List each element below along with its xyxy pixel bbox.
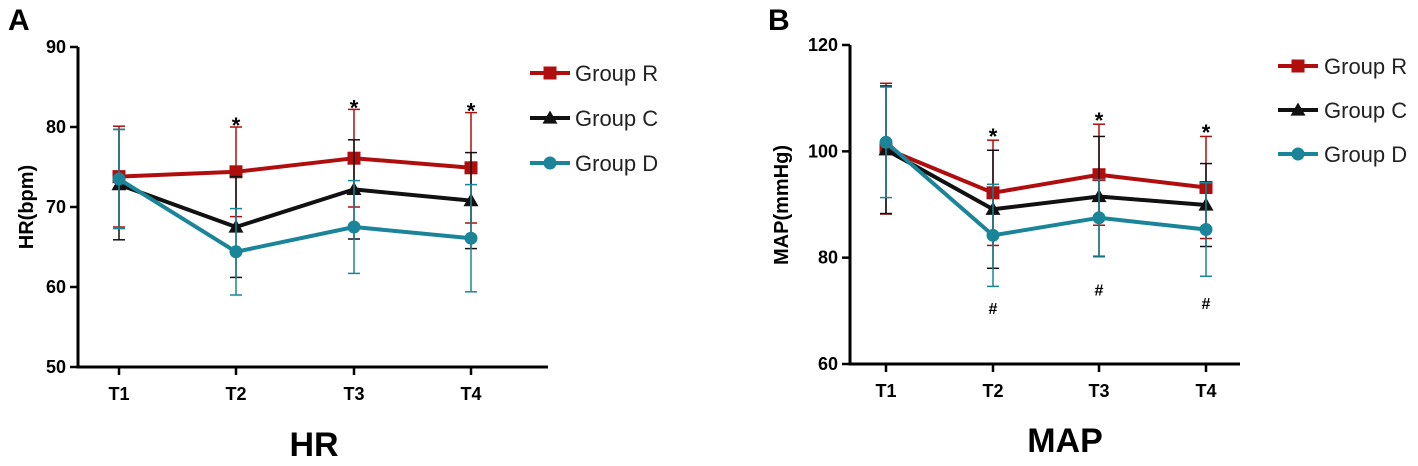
legend-label: Group D (1324, 142, 1407, 167)
series-group-r (879, 82, 1213, 247)
x-tick-label: T3 (343, 384, 364, 404)
panel-letter: A (8, 4, 30, 37)
y-tick-label: 50 (46, 357, 66, 377)
y-tick-label: 60 (46, 277, 66, 297)
legend: Group R Group C Group D (530, 61, 658, 176)
y-axis-label: HR(bpm) (16, 165, 38, 249)
data-point (986, 228, 1000, 242)
legend-label: Group C (1324, 98, 1407, 123)
y-tick-label: 80 (46, 117, 66, 137)
data-point (464, 231, 478, 245)
legend-marker (542, 110, 558, 124)
data-point (1199, 222, 1213, 236)
legend-label: Group R (575, 61, 658, 86)
x-tick-label: T1 (875, 381, 896, 401)
legend-label: Group D (575, 151, 658, 176)
series-line (884, 140, 1207, 238)
legend-marker (1290, 102, 1306, 116)
significance-star: * (350, 95, 359, 120)
significance-star: * (1095, 108, 1104, 133)
series-line (117, 177, 472, 254)
significance-hash: # (1202, 296, 1211, 313)
data-point (347, 220, 361, 234)
significance-star: * (467, 99, 476, 124)
x-tick-label: T2 (982, 381, 1003, 401)
series-group-d (112, 128, 478, 296)
legend: Group R Group C Group D (1278, 54, 1407, 167)
data-point (229, 165, 243, 179)
y-axis-label: MAP(mmHg) (771, 145, 793, 265)
legend-marker (543, 66, 557, 80)
series-line (118, 182, 472, 229)
data-point (229, 245, 243, 259)
legend-marker (543, 156, 557, 170)
significance-hash: # (1095, 283, 1104, 300)
panel-letter: B (768, 4, 790, 37)
significance-star: * (989, 124, 998, 149)
series-line (885, 146, 1207, 195)
y-tick-label: 70 (46, 197, 66, 217)
x-tick-label: T4 (1195, 381, 1216, 401)
x-tick-label: T4 (460, 384, 481, 404)
legend-label: Group C (575, 106, 658, 131)
significance-star: * (232, 113, 241, 138)
x-tick-label: T3 (1088, 381, 1109, 401)
significance-hash: # (989, 301, 998, 318)
y-tick-label: 90 (46, 37, 66, 57)
legend-marker (1291, 59, 1305, 73)
data-point (112, 172, 126, 186)
legend-marker (1291, 147, 1305, 161)
series-line (118, 156, 472, 179)
series-group-d (879, 86, 1213, 288)
x-tick-label: T2 (225, 384, 246, 404)
data-point (879, 135, 893, 149)
y-tick-label: 60 (818, 354, 838, 374)
x-tick-label: T1 (108, 384, 129, 404)
x-axis-title: MAP (1027, 422, 1103, 460)
significance-star: * (1202, 120, 1211, 145)
y-tick-label: 100 (808, 141, 838, 161)
y-tick-label: 120 (808, 35, 838, 55)
data-point (1092, 211, 1106, 225)
y-tick-label: 80 (818, 248, 838, 268)
x-axis-title: HR (289, 426, 338, 464)
panel-b-map-chart: B 60 80 100 120 T1 T2 T3 T4 MAP(mmHg) MAP * * * # # # Gro… (768, 4, 1407, 460)
series-group-c (111, 128, 479, 279)
legend-label: Group R (1324, 54, 1407, 79)
series-line (885, 147, 1207, 212)
